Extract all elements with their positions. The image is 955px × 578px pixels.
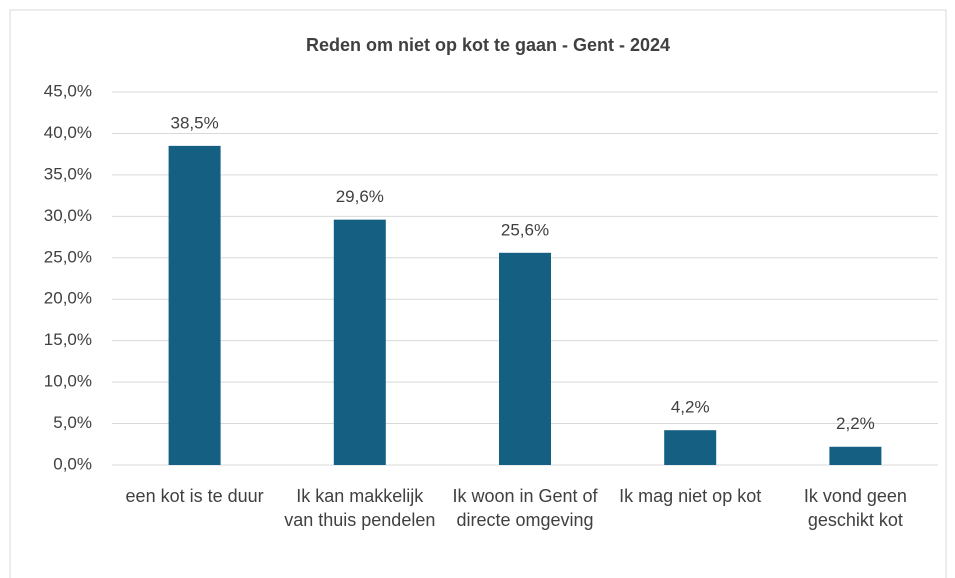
y-tick-label: 10,0% bbox=[44, 372, 92, 391]
y-tick-label: 45,0% bbox=[44, 81, 92, 100]
chart-border bbox=[9, 9, 947, 578]
data-label: 2,2% bbox=[836, 414, 875, 433]
y-tick-label: 25,0% bbox=[44, 247, 92, 266]
bar bbox=[499, 252, 551, 465]
y-tick-label: 20,0% bbox=[44, 289, 92, 308]
y-tick-label: 30,0% bbox=[44, 206, 92, 225]
bar bbox=[829, 446, 882, 465]
x-tick-label: Ik mag niet op kot bbox=[619, 486, 762, 506]
y-tick-label: 5,0% bbox=[53, 413, 92, 432]
bar bbox=[664, 430, 717, 465]
y-tick-label: 35,0% bbox=[44, 164, 92, 183]
x-tick-label: een kot is te duur bbox=[125, 486, 264, 506]
data-label: 25,6% bbox=[501, 220, 549, 239]
bar bbox=[168, 145, 221, 465]
data-label: 29,6% bbox=[336, 187, 384, 206]
y-tick-label: 0,0% bbox=[53, 454, 92, 473]
data-label: 38,5% bbox=[170, 113, 218, 132]
x-tick-label: Ik vond geen geschikt kot bbox=[803, 486, 907, 530]
x-tick-label: Ik kan makkelijk van thuis pendelen bbox=[284, 486, 436, 530]
bar bbox=[333, 219, 386, 465]
y-tick-label: 40,0% bbox=[44, 123, 92, 142]
y-tick-label: 15,0% bbox=[44, 330, 92, 349]
x-tick-label: Ik woon in Gent of directe omgeving bbox=[452, 486, 598, 530]
chart-title: Reden om niet op kot te gaan - Gent - 20… bbox=[306, 35, 670, 55]
data-label: 4,2% bbox=[671, 398, 710, 417]
